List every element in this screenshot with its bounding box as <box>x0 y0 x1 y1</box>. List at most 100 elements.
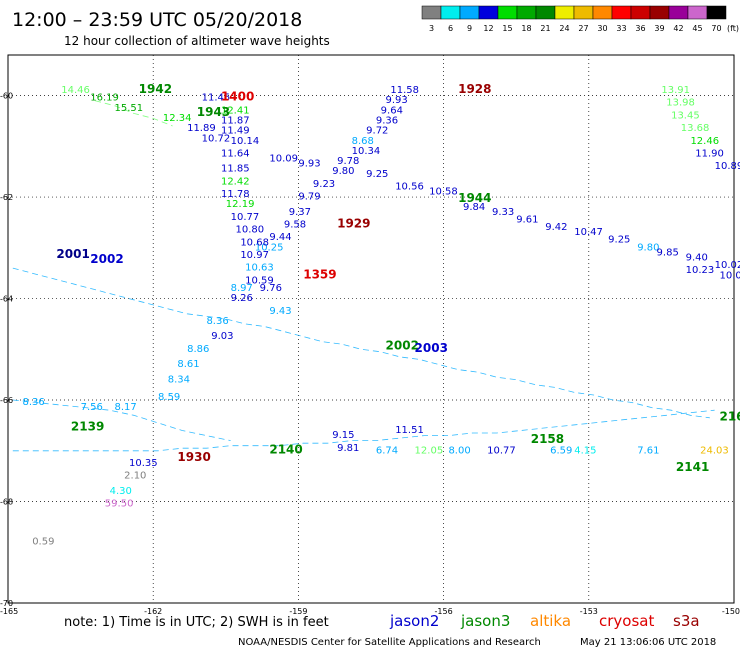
swh-value: 9.25 <box>608 235 630 246</box>
longitude-tick-label: -162 <box>144 607 162 616</box>
swh-value: 9.93 <box>298 159 320 170</box>
latitude-tick-label: -62 <box>0 193 13 202</box>
legend-swatch <box>687 5 708 20</box>
swh-value: 9.42 <box>545 222 567 233</box>
latitude-ticks: -60 -62 -64 -66 -68 -70 <box>0 92 13 608</box>
legend-swatch <box>421 5 442 20</box>
swh-value: 10.80 <box>235 225 264 236</box>
legend-swatch <box>497 5 518 20</box>
swh-value: 13.45 <box>671 110 700 121</box>
swh-value: 9.25 <box>366 169 388 180</box>
swh-value: 10.77 <box>231 212 260 223</box>
legend-label: 12 <box>483 24 493 33</box>
swh-value: 10.25 <box>255 242 284 253</box>
swh-value: 9.15 <box>332 430 354 441</box>
swh-value: 6.59 <box>550 445 572 456</box>
time-label: 1928 <box>458 82 491 96</box>
swh-value: 10.97 <box>240 250 269 261</box>
swh-value: 9.93 <box>386 95 408 106</box>
legend-label: 42 <box>673 24 683 33</box>
time-label: 2003 <box>415 341 448 355</box>
satellite-name: jason2 <box>389 612 439 630</box>
swh-value: 10.63 <box>245 263 274 274</box>
legend-swatch <box>535 5 556 20</box>
time-label: 2002 <box>386 338 419 352</box>
latitude-tick-label: -70 <box>0 599 13 608</box>
swh-value: 9.79 <box>298 192 320 203</box>
swh-value: 9.78 <box>337 156 359 167</box>
latitude-tick-label: -68 <box>0 498 13 507</box>
swh-value: 11.49 <box>221 126 250 137</box>
map-title: 12:00 – 23:59 UTC 05/20/2018 <box>12 9 302 31</box>
swh-value: 10.02 <box>715 260 740 271</box>
footer-note: note: 1) Time is in UTC; 2) SWH is in fe… <box>64 615 329 630</box>
longitude-tick-label: -165 <box>0 607 18 616</box>
swh-value: 10.89 <box>715 161 740 172</box>
swh-value: 8.68 <box>352 136 374 147</box>
time-label: 2139 <box>71 419 104 433</box>
swh-value: 8.17 <box>114 402 136 413</box>
legend-swatch <box>573 5 594 20</box>
time-label: 1944 <box>458 191 491 205</box>
longitude-ticks: -165 -162 -159 -156 -153 -150 <box>0 607 740 616</box>
swh-value: 16.19 <box>90 93 119 104</box>
latitude-tick-label: -66 <box>0 396 13 405</box>
swh-color-legend: 3 6 9 12 15 18 21 24 27 30 33 36 39 42 45 70 (ft) <box>421 5 739 33</box>
swh-value: 0.59 <box>32 537 54 548</box>
swh-value: 59.50 <box>105 499 134 510</box>
satellite-name: jason3 <box>460 612 510 630</box>
satellite-track <box>12 267 710 419</box>
swh-value: 11.89 <box>187 123 216 134</box>
satellite-tracks <box>12 100 715 452</box>
time-label: 2158 <box>531 432 564 446</box>
swh-value: 9.26 <box>231 293 253 304</box>
time-label: 2141 <box>676 460 709 474</box>
legend-label: 45 <box>692 24 702 33</box>
swh-value: 12.42 <box>221 176 250 187</box>
longitude-tick-label: -153 <box>580 607 598 616</box>
swh-value: 9.80 <box>332 166 354 177</box>
legend-label: 24 <box>559 24 569 33</box>
swh-value: 9.44 <box>269 232 291 243</box>
latitude-tick-label: -60 <box>0 92 13 101</box>
swh-value: 9.80 <box>637 242 659 253</box>
swh-value: 12.05 <box>415 445 444 456</box>
satellite-legend: jason2 jason3 altika cryosat s3a <box>389 612 700 630</box>
swh-value: 9.85 <box>657 247 679 258</box>
plot-frame <box>7 54 735 604</box>
swh-value: 11.64 <box>221 148 250 159</box>
legend-label: 18 <box>521 24 531 33</box>
swh-value: 9.84 <box>463 202 485 213</box>
satellite-track <box>12 399 231 441</box>
swh-value: 9.58 <box>284 220 306 231</box>
swh-value: 13.68 <box>681 123 710 134</box>
legend-swatch <box>611 5 632 20</box>
swh-value: 6.74 <box>376 445 398 456</box>
legend-swatch <box>554 5 575 20</box>
swh-value: 12.19 <box>226 199 255 210</box>
legend-swatch <box>459 5 480 20</box>
swh-value: 10.58 <box>429 187 458 198</box>
swh-value: 8.61 <box>177 359 199 370</box>
swh-value: 9.61 <box>516 214 538 225</box>
swh-value: 9.64 <box>381 105 403 116</box>
swh-value: 14.46 <box>61 85 90 96</box>
longitude-tick-label: -159 <box>289 607 307 616</box>
footer-timestamp: May 21 13:06:06 UTC 2018 <box>580 637 716 648</box>
swh-value: 9.23 <box>313 179 335 190</box>
swh-value: 11.90 <box>695 148 724 159</box>
swh-value: 8.00 <box>448 445 470 456</box>
swh-value: 10.68 <box>240 237 269 248</box>
swh-value: 8.36 <box>206 316 228 327</box>
swh-value: 11.87 <box>221 116 250 127</box>
swh-value: 8.97 <box>231 283 253 294</box>
swh-value: 9.03 <box>211 331 233 342</box>
swh-value: 10.47 <box>574 227 603 238</box>
legend-label: 21 <box>540 24 550 33</box>
swh-value: 9.76 <box>260 283 282 294</box>
longitude-tick-label: -156 <box>435 607 453 616</box>
swh-value: 10.34 <box>352 146 381 157</box>
swh-value: 9.43 <box>269 306 291 317</box>
